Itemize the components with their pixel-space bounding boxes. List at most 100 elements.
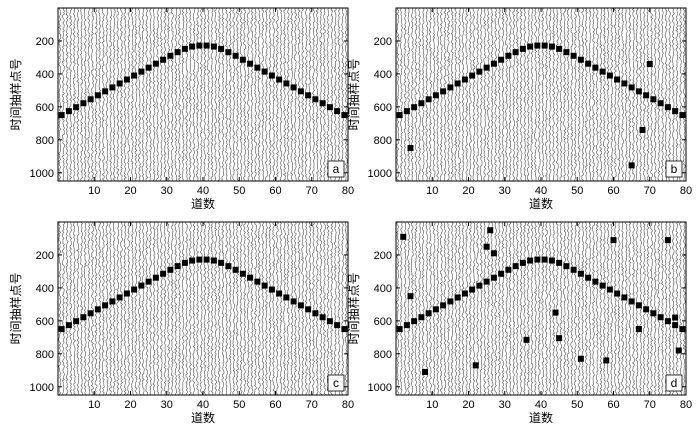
trace-line bbox=[290, 8, 294, 181]
trace-line bbox=[613, 8, 617, 181]
pick-point bbox=[548, 43, 555, 50]
pick-point bbox=[628, 84, 635, 91]
trace-background bbox=[396, 222, 686, 395]
pick-point bbox=[527, 257, 534, 264]
pick-point bbox=[490, 60, 497, 67]
pick-point bbox=[276, 76, 283, 83]
pick-point bbox=[341, 326, 348, 333]
x-tick-label: 10 bbox=[88, 185, 100, 197]
panel-letter-box bbox=[327, 160, 345, 178]
trace-line bbox=[138, 8, 142, 181]
trace-line bbox=[235, 8, 239, 181]
pick-point bbox=[174, 49, 181, 56]
trace-line bbox=[588, 8, 592, 181]
trace-line bbox=[664, 222, 668, 395]
trace-line bbox=[322, 8, 326, 181]
trace-line bbox=[196, 8, 200, 181]
trace-line bbox=[679, 8, 682, 181]
pick-point bbox=[73, 318, 80, 325]
trace-line bbox=[425, 222, 429, 395]
trace-line bbox=[170, 8, 174, 181]
trace-line bbox=[414, 222, 418, 395]
pick-point bbox=[563, 263, 570, 270]
trace-line bbox=[399, 8, 403, 181]
trace-line bbox=[159, 8, 163, 181]
pick-point bbox=[319, 100, 326, 107]
trace-line bbox=[268, 222, 272, 395]
y-tick-label: 600 bbox=[36, 102, 54, 114]
pick-point bbox=[131, 72, 138, 79]
pick-point bbox=[657, 314, 664, 321]
trace-line bbox=[196, 222, 200, 395]
pick-point bbox=[73, 104, 80, 111]
trace-line bbox=[581, 8, 585, 181]
pick-point bbox=[664, 318, 671, 325]
trace-line bbox=[293, 222, 297, 395]
trace-line bbox=[505, 8, 509, 181]
outlier-point bbox=[490, 250, 497, 257]
trace-line bbox=[130, 222, 134, 395]
pick-point bbox=[334, 108, 341, 115]
trace-line bbox=[468, 8, 472, 181]
panel-c: 10 20 30 40 50 60 70 80 200 400 600 800 1000 道数 时间抽样点号… bbox=[8, 221, 354, 425]
pick-point bbox=[116, 80, 123, 87]
trace-line bbox=[653, 8, 657, 181]
pick-point bbox=[548, 257, 555, 264]
y-tick-label: 1000 bbox=[368, 382, 392, 394]
pick-point bbox=[123, 290, 130, 297]
pick-point bbox=[138, 68, 145, 75]
panel-letter-box bbox=[665, 160, 683, 178]
pick-point bbox=[232, 52, 239, 59]
pick-point bbox=[585, 274, 592, 281]
trace-line bbox=[457, 222, 461, 395]
pick-point bbox=[290, 298, 297, 305]
trace-line bbox=[621, 8, 624, 181]
pick-point bbox=[411, 318, 418, 325]
panel-letter: d bbox=[671, 376, 678, 390]
trace-line bbox=[264, 8, 268, 181]
trace-line bbox=[396, 222, 400, 395]
x-tick-label: 80 bbox=[680, 399, 692, 411]
trace-line bbox=[606, 222, 610, 395]
trace-line bbox=[617, 222, 621, 395]
trace-line bbox=[279, 8, 283, 181]
trace-line bbox=[407, 8, 411, 181]
pick-point bbox=[425, 310, 432, 317]
trace-line bbox=[250, 222, 254, 395]
trace-line bbox=[679, 222, 683, 395]
trace-line bbox=[446, 8, 451, 181]
trace-line bbox=[167, 8, 171, 181]
trace-line bbox=[403, 222, 407, 395]
trace-line bbox=[294, 8, 297, 181]
pick-point bbox=[679, 112, 686, 119]
trace-line bbox=[333, 222, 337, 395]
pick-point bbox=[469, 72, 476, 79]
trace-line bbox=[425, 8, 429, 181]
trace-line bbox=[483, 222, 487, 395]
trace-line bbox=[617, 8, 621, 181]
panel-d: 10 20 30 40 50 60 70 80 200 400 600 800 1000 道数 时间抽样点号… bbox=[346, 221, 692, 425]
trace-line bbox=[214, 8, 218, 181]
pick-point bbox=[476, 68, 483, 75]
trace-line bbox=[58, 222, 62, 395]
trace-line bbox=[69, 8, 73, 181]
pick-point bbox=[418, 100, 425, 107]
pick-point bbox=[664, 104, 671, 111]
trace-line bbox=[261, 8, 265, 181]
trace-line bbox=[188, 8, 192, 181]
trace-line bbox=[326, 222, 330, 395]
outlier-point bbox=[422, 368, 428, 375]
trace-line bbox=[581, 222, 585, 395]
trace-line bbox=[152, 8, 156, 181]
trace-line bbox=[330, 8, 334, 181]
trace-line bbox=[83, 8, 87, 181]
trace-line bbox=[465, 222, 469, 395]
trace-line bbox=[210, 8, 214, 181]
x-tick-label: 30 bbox=[161, 185, 173, 197]
trace-line bbox=[76, 8, 80, 181]
pick-point bbox=[283, 80, 290, 87]
trace-line bbox=[268, 8, 272, 181]
pick-point bbox=[672, 322, 679, 329]
trace-line bbox=[199, 222, 203, 395]
